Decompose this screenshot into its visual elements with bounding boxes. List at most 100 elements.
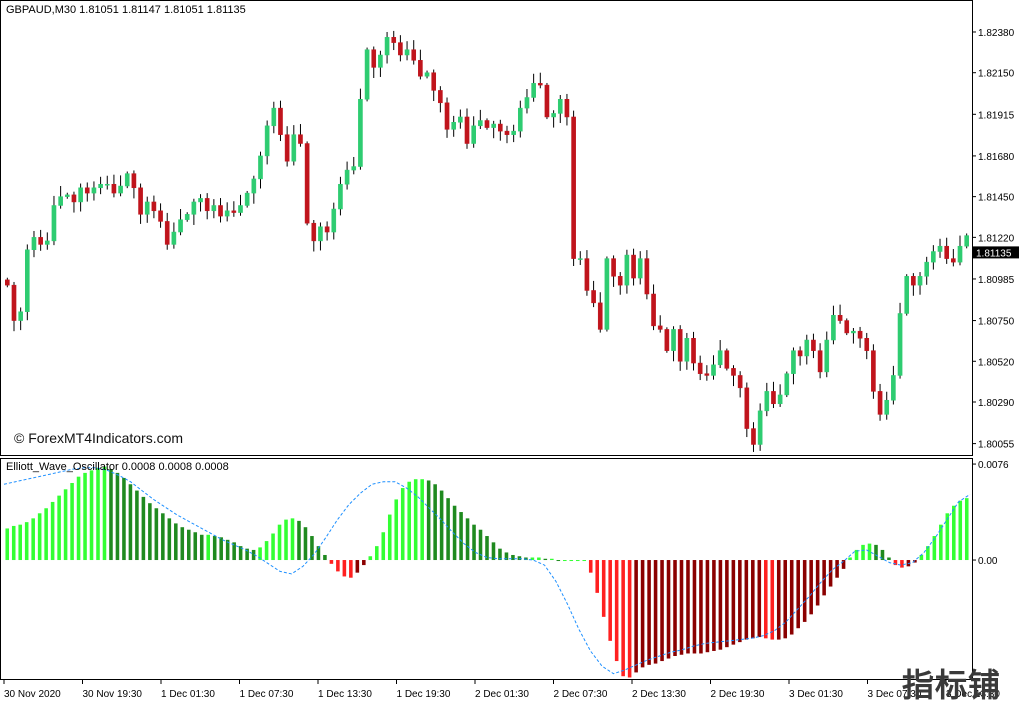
osc-bar-negative [699,560,703,654]
bear-candle [797,350,803,357]
bear-candle [151,201,157,212]
osc-bar-positive [245,548,249,561]
osc-bar-negative [789,560,794,635]
bear-candle [664,329,670,351]
bear-candle [324,226,330,233]
osc-bar-positive [543,558,548,561]
bull-candle [671,329,676,351]
bull-candle [604,258,610,330]
osc-bar-positive [135,490,139,561]
osc-bar-positive [128,484,133,561]
bull-candle [211,205,217,212]
osc-bar-negative [809,560,813,615]
osc-bar-negative [725,560,729,648]
osc-bar-positive [498,548,502,561]
bull-candle [451,122,457,130]
osc-bar-negative [893,560,898,566]
osc-bar-negative [796,560,800,629]
osc-bar-positive [212,536,217,561]
osc-bar-negative [763,560,768,639]
osc-bar-negative [653,560,658,664]
osc-bar-positive [452,505,457,561]
bull-candle [238,205,243,213]
symbol-ohlc-header: GBPAUD,M30 1.81051 1.81147 1.81051 1.811… [6,4,246,16]
osc-bar-positive [932,536,937,561]
bull-candle [851,330,856,334]
bull-candle [637,258,643,279]
bull-candle [757,410,763,445]
bull-candle [378,54,383,68]
bear-candle [651,293,656,327]
osc-bar-positive [952,505,956,561]
bear-candle [204,198,210,212]
oscillator-title: Elliott_Wave_Oscillator 0.0008 0.0008 0.… [6,461,229,473]
osc-bar-positive [945,513,950,561]
osc-bar-positive [413,479,418,561]
osc-bar-negative [634,560,638,673]
bear-candle [564,99,570,118]
bull-candle [104,183,110,186]
bear-candle [691,338,696,364]
osc-bar-positive [880,549,885,561]
osc-bar-negative [815,560,820,606]
bull-candle [338,183,343,210]
osc-bar-positive [238,546,243,561]
bull-candle [291,134,297,162]
osc-bar-positive [491,542,496,561]
bull-candle [251,178,257,194]
bull-candle [144,201,150,215]
bear-candle [444,102,450,130]
osc-bar-positive [387,514,392,561]
osc-bar-negative [621,560,625,677]
osc-bar-positive [219,537,223,561]
osc-bar-negative [705,560,710,653]
bull-candle [184,214,190,220]
bull-candle [711,364,716,376]
bull-candle [364,49,370,100]
osc-bar-positive [141,496,146,561]
bear-candle [231,210,237,213]
bull-candle [358,99,363,167]
osc-bar-negative [336,560,340,572]
osc-bar-positive [24,522,29,561]
time-tick-label: 2 Dec 19:30 [711,689,765,700]
bull-candle [964,235,969,247]
osc-bar-positive [193,532,198,561]
bull-candle [957,245,963,263]
osc-bar-positive [394,499,399,561]
osc-bar-positive [115,472,120,561]
osc-bar-positive [556,560,561,562]
osc-tick-label: 0.0076 [978,460,1009,471]
osc-bar-positive [926,546,930,561]
bull-candle [924,261,930,277]
osc-bar-positive [31,518,35,561]
osc-bar-positive [861,544,865,561]
bear-candle [584,258,590,291]
bear-candle [71,194,77,203]
osc-bar-positive [316,546,321,561]
time-tick-label: 1 Dec 07:30 [240,689,294,700]
osc-bar-positive [887,557,891,561]
osc-bar-positive [57,495,61,561]
osc-bar-positive [537,557,541,561]
bear-candle [371,49,377,68]
osc-bar-negative [731,560,736,645]
bull-candle [98,183,103,189]
osc-bar-negative [601,560,606,617]
osc-bar-negative [679,560,684,655]
osc-bar-negative [362,560,366,566]
osc-bar-positive [271,533,275,561]
osc-bar-positive [939,524,943,561]
osc-bar-negative [647,560,651,665]
osc-bar-positive [180,527,185,561]
price-tick-label: 1.81450 [978,193,1015,204]
osc-bar-positive [848,557,852,561]
osc-bar-negative [660,560,664,662]
osc-bar-positive [517,556,522,561]
bear-candle [298,134,303,144]
osc-bar-positive [284,519,288,561]
osc-bar-negative [595,560,599,593]
osc-bar-positive [303,527,308,561]
